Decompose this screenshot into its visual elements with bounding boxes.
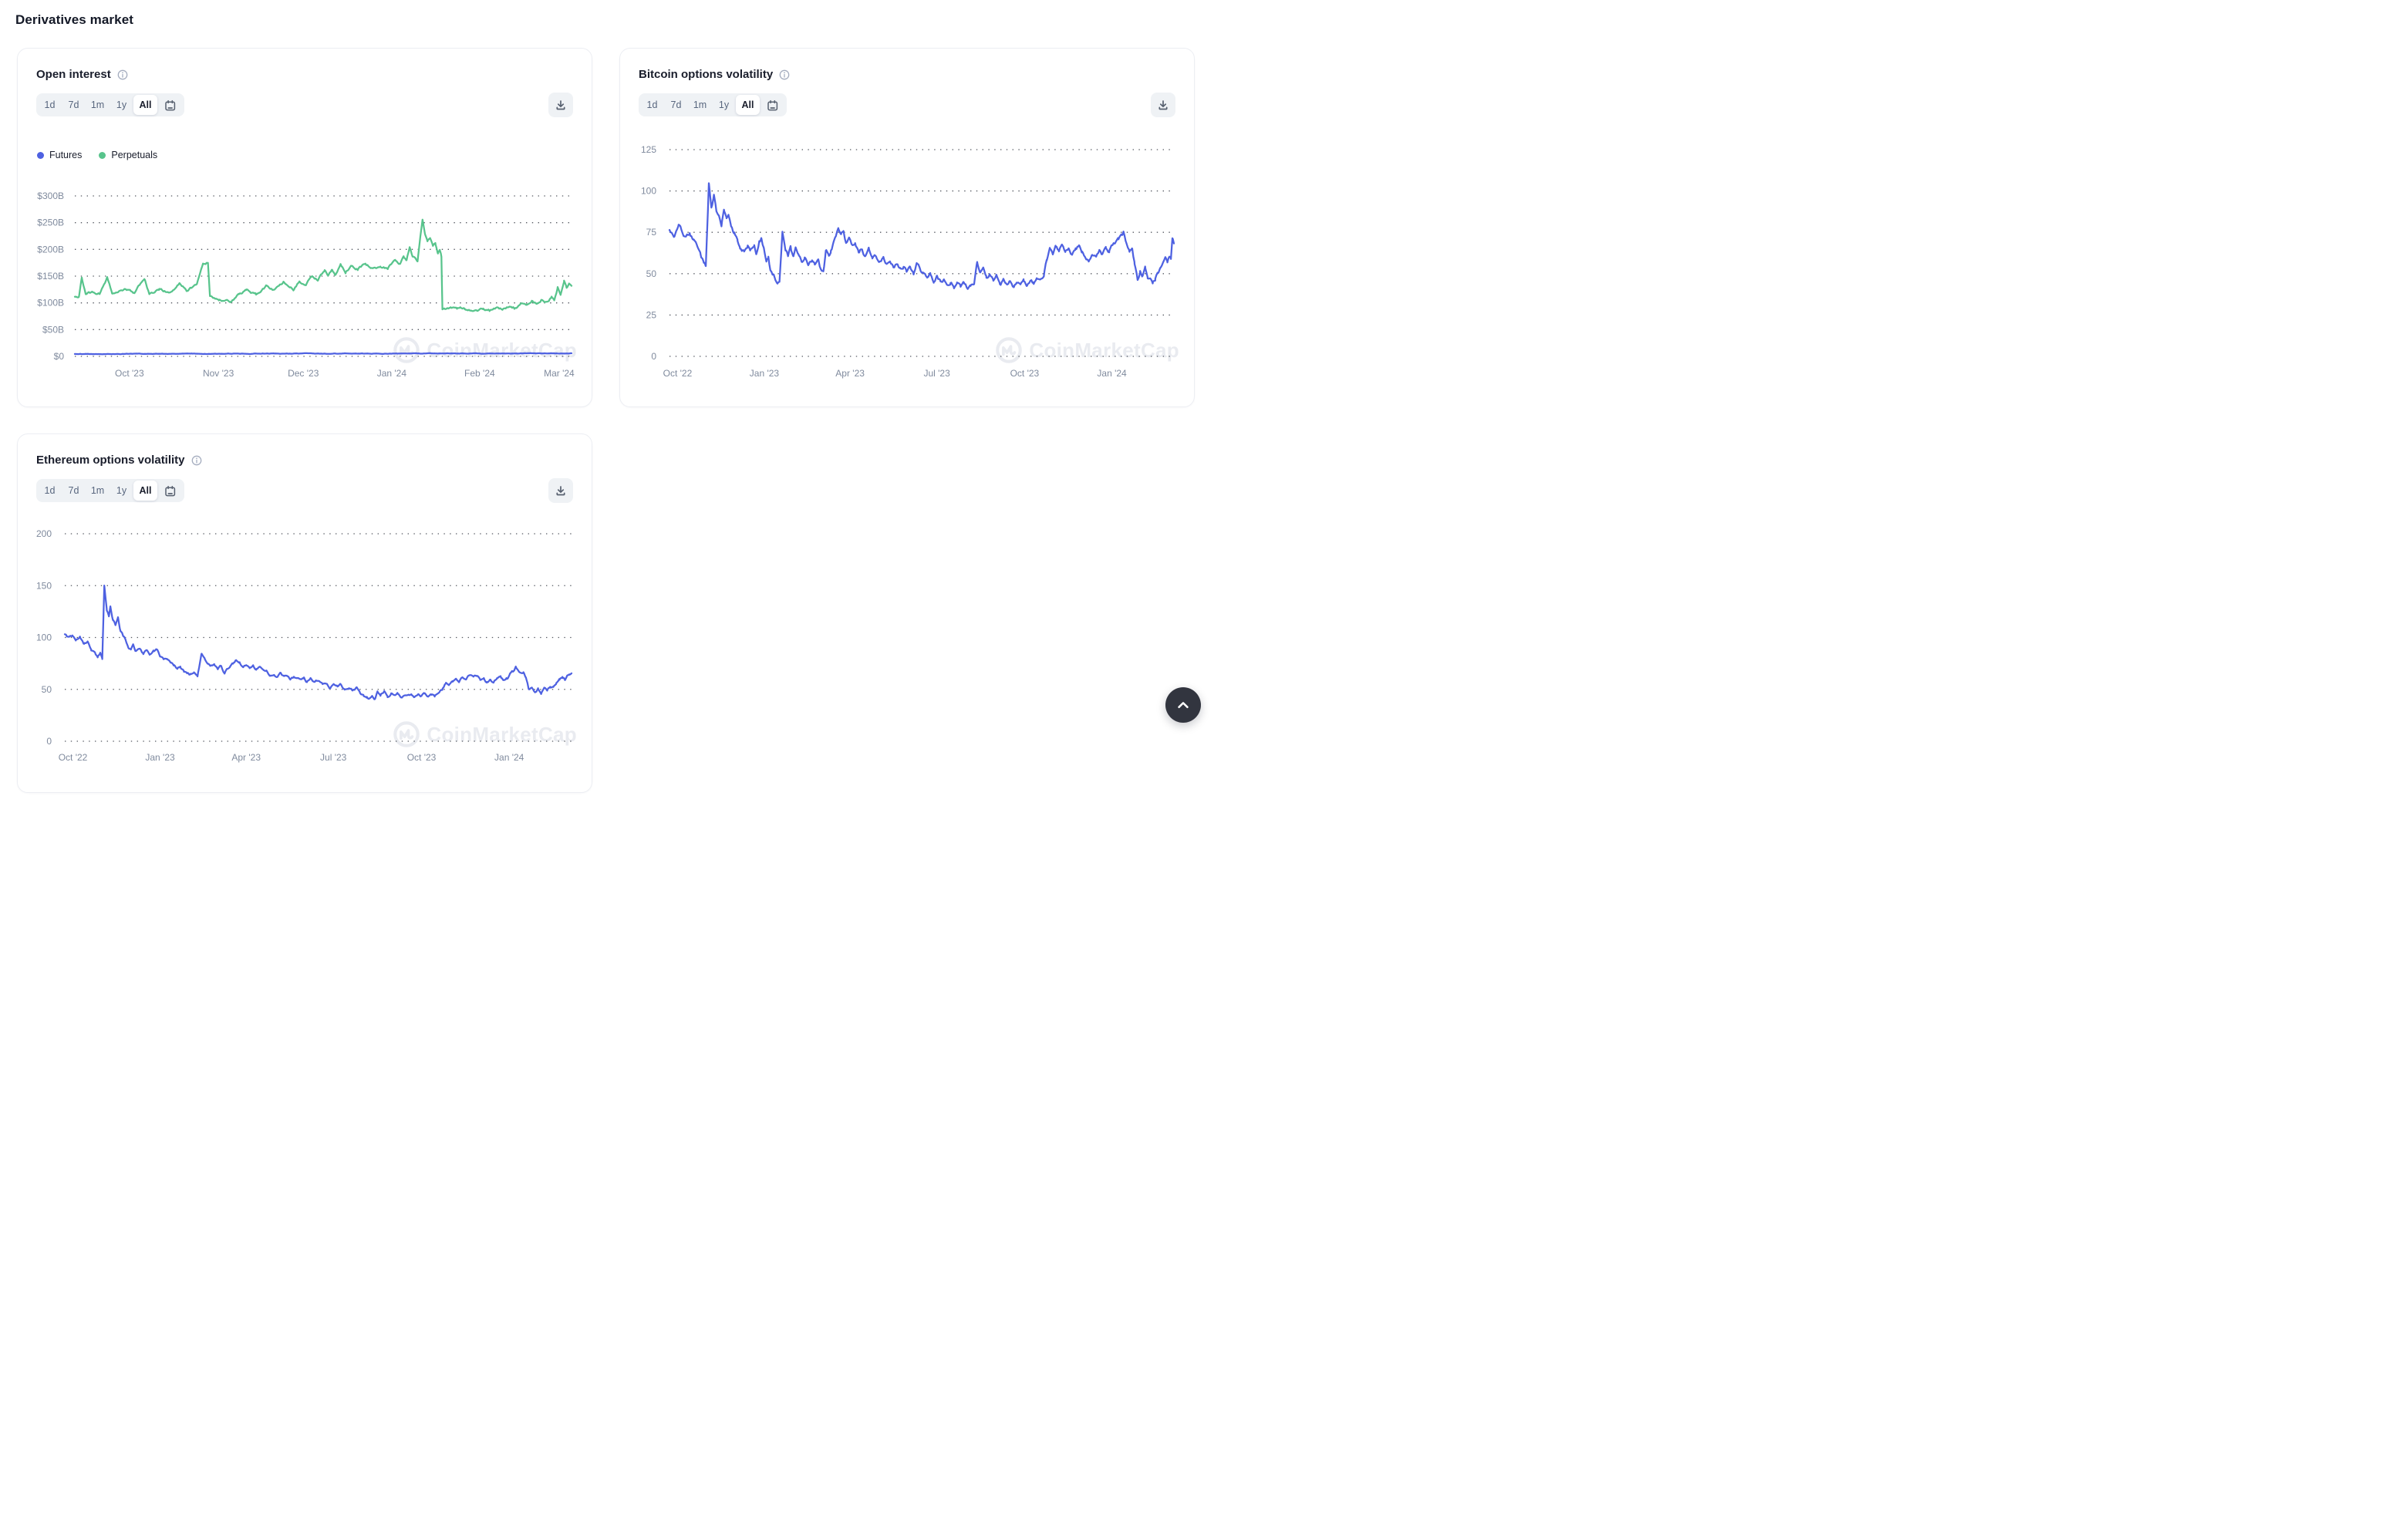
legend: Futures Perpetuals bbox=[37, 150, 157, 160]
info-icon[interactable] bbox=[117, 69, 128, 80]
watermark: CoinMarketCap bbox=[392, 336, 577, 365]
svg-text:Apr '23: Apr '23 bbox=[835, 368, 865, 379]
range-1m[interactable]: 1m bbox=[693, 99, 707, 110]
watermark-label: CoinMarketCap bbox=[1029, 338, 1179, 362]
svg-text:Jul '23: Jul '23 bbox=[923, 368, 950, 379]
open-interest-plot: $0 $50B $100B $150B $200B $250B $300B Oct '23 No… bbox=[37, 191, 575, 379]
range-selector: 1d 7d 1m 1y All bbox=[639, 93, 787, 116]
calendar-icon[interactable] bbox=[157, 95, 183, 115]
svg-text:$100B: $100B bbox=[37, 298, 64, 309]
download-icon bbox=[556, 486, 565, 496]
watermark-label: CoinMarketCap bbox=[427, 338, 577, 362]
range-1m[interactable]: 1m bbox=[90, 99, 105, 110]
range-1y[interactable]: 1y bbox=[116, 485, 127, 496]
svg-text:Oct '22: Oct '22 bbox=[663, 368, 693, 379]
range-1d[interactable]: 1d bbox=[646, 99, 658, 110]
svg-text:$0: $0 bbox=[54, 351, 65, 362]
coinmarketcap-logo bbox=[996, 337, 1023, 363]
range-7d[interactable]: 7d bbox=[68, 485, 79, 496]
legend-item-perpetuals[interactable]: Perpetuals bbox=[99, 150, 157, 160]
svg-text:150: 150 bbox=[36, 580, 52, 591]
svg-text:Oct '23: Oct '23 bbox=[1010, 368, 1040, 379]
svg-text:75: 75 bbox=[646, 227, 657, 238]
chevron-up-icon bbox=[1178, 702, 1189, 709]
svg-text:Jan '24: Jan '24 bbox=[494, 752, 524, 763]
card-title: Ethereum options volatility bbox=[36, 454, 185, 467]
svg-text:125: 125 bbox=[641, 144, 656, 155]
open-interest-chart: CoinMarketCap $0 $50B $100B $150B $200B $250B… bbox=[18, 49, 592, 406]
perpetuals-dot bbox=[99, 151, 106, 159]
svg-text:25: 25 bbox=[646, 309, 657, 320]
bitcoin-volatility-plot: 0 25 50 75 100 125 Oct '22 Jan '23 Apr '23 Jul '2… bbox=[641, 144, 1175, 379]
range-7d[interactable]: 7d bbox=[68, 99, 79, 110]
card-bitcoin-options-volatility: CoinMarketCap 0 25 50 75 100 125 Oct '22 Jan '2… bbox=[619, 48, 1195, 407]
download-icon bbox=[1158, 100, 1168, 110]
svg-text:0: 0 bbox=[46, 736, 52, 747]
svg-text:Jan '23: Jan '23 bbox=[145, 752, 175, 763]
legend-item-futures[interactable]: Futures bbox=[37, 150, 82, 160]
page-title: Derivatives market bbox=[15, 12, 134, 27]
svg-text:$250B: $250B bbox=[37, 218, 64, 228]
legend-label: Perpetuals bbox=[111, 150, 158, 160]
svg-text:Jul '23: Jul '23 bbox=[320, 752, 347, 763]
range-1d[interactable]: 1d bbox=[44, 485, 56, 496]
download-button[interactable] bbox=[548, 93, 573, 117]
range-1d[interactable]: 1d bbox=[44, 99, 56, 110]
ethereum-volatility-plot: 0 50 100 150 200 Oct '22 Jan '23 Apr '23 Jul '23… bbox=[36, 528, 573, 763]
range-1y[interactable]: 1y bbox=[116, 99, 127, 110]
svg-text:0: 0 bbox=[651, 351, 656, 362]
svg-text:Oct '23: Oct '23 bbox=[115, 368, 144, 379]
svg-text:$50B: $50B bbox=[42, 324, 64, 335]
svg-text:$150B: $150B bbox=[37, 271, 64, 282]
scroll-to-top-button[interactable] bbox=[1165, 687, 1201, 723]
range-all[interactable]: All bbox=[133, 481, 157, 501]
range-1y[interactable]: 1y bbox=[718, 99, 730, 110]
calendar-icon[interactable] bbox=[157, 481, 183, 501]
watermark: CoinMarketCap bbox=[392, 720, 577, 749]
ethereum-volatility-chart: CoinMarketCap 0 50 100 150 200 Oct '22 Jan '23… bbox=[18, 434, 592, 792]
svg-text:Mar '24: Mar '24 bbox=[544, 368, 575, 379]
card-title: Bitcoin options volatility bbox=[639, 68, 774, 81]
svg-text:Jan '23: Jan '23 bbox=[750, 368, 780, 379]
download-button[interactable] bbox=[548, 478, 573, 503]
svg-text:Jan '24: Jan '24 bbox=[1097, 368, 1127, 379]
watermark: CoinMarketCap bbox=[994, 336, 1179, 365]
svg-text:Jan '24: Jan '24 bbox=[377, 368, 407, 379]
svg-text:Apr '23: Apr '23 bbox=[231, 752, 261, 763]
svg-text:50: 50 bbox=[646, 268, 657, 279]
svg-text:200: 200 bbox=[36, 528, 52, 539]
card-title: Open interest bbox=[36, 68, 111, 81]
svg-text:50: 50 bbox=[42, 684, 52, 695]
download-icon bbox=[556, 100, 565, 110]
futures-dot bbox=[37, 151, 44, 159]
calendar-icon[interactable] bbox=[760, 95, 785, 115]
card-ethereum-options-volatility: CoinMarketCap 0 50 100 150 200 Oct '22 Jan '23… bbox=[17, 433, 592, 793]
range-selector: 1d 7d 1m 1y All bbox=[36, 93, 184, 116]
range-1m[interactable]: 1m bbox=[90, 485, 105, 496]
download-button[interactable] bbox=[1151, 93, 1175, 117]
svg-text:100: 100 bbox=[36, 632, 52, 643]
info-icon[interactable] bbox=[779, 69, 790, 80]
coinmarketcap-logo bbox=[393, 721, 420, 747]
svg-text:100: 100 bbox=[641, 186, 656, 197]
svg-text:Oct '23: Oct '23 bbox=[407, 752, 437, 763]
svg-text:$200B: $200B bbox=[37, 244, 64, 255]
svg-text:$300B: $300B bbox=[37, 191, 64, 201]
watermark-label: CoinMarketCap bbox=[427, 722, 577, 746]
svg-text:Oct '22: Oct '22 bbox=[59, 752, 88, 763]
svg-text:Nov '23: Nov '23 bbox=[203, 368, 234, 379]
card-open-interest: CoinMarketCap $0 $50B $100B $150B $200B $250B… bbox=[17, 48, 592, 407]
bitcoin-volatility-chart: CoinMarketCap 0 25 50 75 100 125 Oct '22 Jan '2… bbox=[620, 49, 1194, 406]
range-selector: 1d 7d 1m 1y All bbox=[36, 479, 184, 502]
info-icon[interactable] bbox=[191, 455, 202, 466]
range-all[interactable]: All bbox=[736, 95, 760, 115]
svg-text:Dec '23: Dec '23 bbox=[288, 368, 319, 379]
legend-label: Futures bbox=[49, 150, 83, 160]
range-all[interactable]: All bbox=[133, 95, 157, 115]
svg-text:Feb '24: Feb '24 bbox=[464, 368, 495, 379]
range-7d[interactable]: 7d bbox=[670, 99, 682, 110]
